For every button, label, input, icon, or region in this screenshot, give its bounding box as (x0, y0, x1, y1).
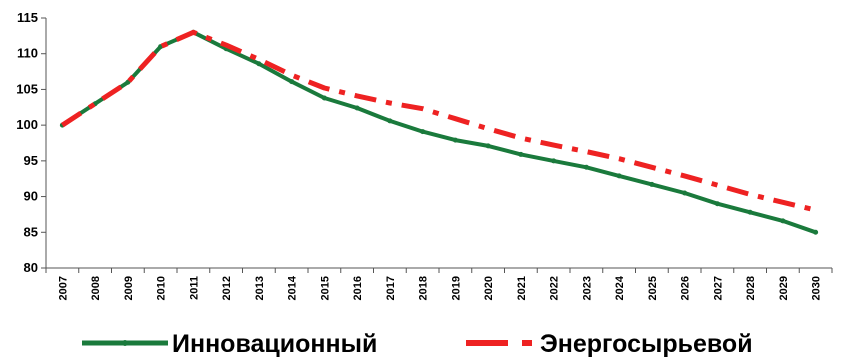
series-lines (59, 29, 819, 235)
data-point (289, 79, 295, 85)
data-point (387, 118, 393, 124)
data-point (452, 137, 458, 143)
legend-marker (122, 340, 128, 346)
data-point (616, 173, 622, 179)
legend-label-energy-raw: Энергосырьевой (540, 330, 753, 358)
data-point (649, 181, 655, 187)
y-axis: 80 85 90 95 100 105 110 115 (16, 10, 47, 275)
data-point (420, 129, 426, 135)
x-tick-label: 2023 (581, 276, 593, 300)
x-tick-label: 2030 (811, 276, 823, 300)
x-tick-label: 2029 (778, 276, 790, 300)
data-point (256, 61, 262, 67)
x-tick-label: 2018 (418, 276, 430, 300)
x-tick-label: 2010 (156, 276, 168, 300)
x-tick-label: 2028 (745, 276, 757, 300)
data-point (583, 164, 589, 170)
x-tick-label: 2024 (614, 275, 626, 300)
data-point (747, 209, 753, 215)
data-point (714, 201, 720, 207)
data-point (321, 95, 327, 101)
x-tick-label: 2008 (90, 276, 102, 300)
data-point (354, 105, 360, 111)
x-tick-label: 2027 (712, 276, 724, 300)
data-point (518, 151, 524, 157)
legend: Инновационный Энергосырьевой (82, 330, 753, 358)
data-point (780, 218, 786, 224)
y-tick-label: 85 (24, 224, 38, 239)
x-tick-label: 2014 (287, 275, 299, 300)
x-tick-label: 2015 (319, 276, 331, 300)
x-tick-label: 2019 (450, 276, 462, 300)
y-tick-label: 80 (24, 260, 38, 275)
y-tick-label: 90 (24, 189, 38, 204)
x-tick-label: 2013 (254, 276, 266, 300)
series-line-innovative (61, 30, 817, 235)
x-tick-label: 2022 (549, 276, 561, 300)
data-point (551, 158, 557, 164)
series-line-energy-raw (61, 29, 817, 213)
x-tick-label: 2025 (647, 276, 659, 300)
x-tick-label: 2020 (483, 276, 495, 300)
data-point (813, 229, 819, 235)
x-tick-label: 2026 (680, 276, 692, 300)
x-tick-label: 2009 (123, 276, 135, 300)
y-tick-label: 95 (24, 153, 38, 168)
x-tick-label: 2012 (221, 276, 233, 300)
x-tick-label: 2011 (188, 276, 200, 300)
x-tick-label: 2017 (385, 276, 397, 300)
y-tick-label: 105 (16, 81, 38, 96)
y-tick-label: 100 (16, 117, 38, 132)
y-tick-label: 110 (17, 46, 38, 61)
data-point (682, 190, 688, 196)
x-tick-label: 2007 (57, 276, 69, 300)
data-point (485, 143, 491, 149)
y-tick-label: 115 (17, 10, 38, 25)
x-tick-label: 2021 (516, 276, 528, 300)
x-axis: 2007 2008 2009 2010 2011 2012 2013 2014 2015 2016… (45, 267, 833, 300)
legend-label-innovative: Инновационный (172, 330, 377, 358)
x-tick-label: 2016 (352, 276, 364, 300)
